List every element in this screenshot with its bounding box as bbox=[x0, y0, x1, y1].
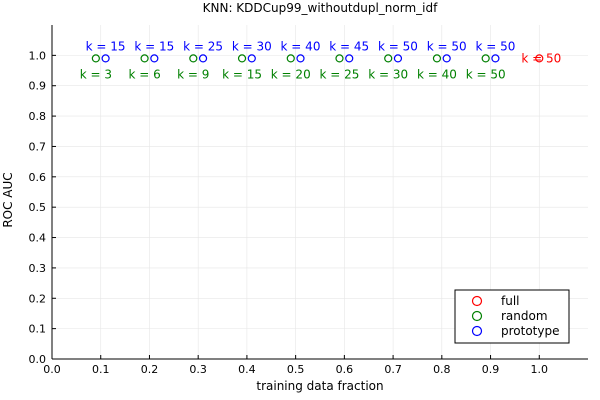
x-tick-label: 0.8 bbox=[433, 363, 451, 376]
x-tick-label: 0.9 bbox=[482, 363, 500, 376]
x-tick-label: 0.1 bbox=[92, 363, 110, 376]
y-tick-label: 0.7 bbox=[29, 140, 47, 153]
y-tick-label: 0.3 bbox=[29, 262, 47, 275]
data-label-random: k = 20 bbox=[271, 67, 311, 81]
plot-marks bbox=[91, 54, 544, 63]
marker-random bbox=[432, 54, 442, 63]
marker-prototype bbox=[198, 54, 208, 63]
marker-full bbox=[535, 54, 544, 63]
data-label-random: k = 3 bbox=[80, 67, 112, 81]
data-label-prototype: k = 25 bbox=[183, 39, 223, 53]
data-label-prototype: k = 40 bbox=[281, 39, 321, 53]
marker-random bbox=[91, 54, 100, 63]
marker-prototype bbox=[442, 54, 451, 63]
legend-marker-prototype bbox=[471, 325, 483, 337]
data-label-prototype: k = 45 bbox=[329, 39, 369, 53]
y-tick-label: 0.9 bbox=[29, 80, 47, 93]
legend-marker-full bbox=[471, 295, 483, 307]
marker-random bbox=[335, 54, 344, 63]
legend: full random prototype bbox=[454, 289, 570, 344]
x-axis-label: training data fraction bbox=[256, 379, 383, 393]
marker-random bbox=[481, 54, 490, 63]
data-label-random: k = 15 bbox=[222, 67, 262, 81]
marker-random bbox=[237, 54, 247, 63]
y-tick-label: 0.1 bbox=[29, 323, 47, 336]
marker-prototype bbox=[247, 54, 256, 63]
data-label-prototype: k = 15 bbox=[134, 39, 174, 53]
x-tick-label: 0.7 bbox=[384, 363, 402, 376]
data-label-prototype: k = 50 bbox=[427, 39, 467, 53]
marker-random bbox=[384, 54, 393, 63]
x-tick-label: 1.0 bbox=[531, 363, 549, 376]
x-tick-label: 0.5 bbox=[287, 363, 305, 376]
data-label-random: k = 50 bbox=[466, 67, 506, 81]
data-label-random: k = 30 bbox=[368, 67, 408, 81]
marker-prototype bbox=[491, 54, 500, 63]
data-label-prototype: k = 50 bbox=[475, 39, 515, 53]
marker-random bbox=[189, 54, 198, 63]
legend-marker-random bbox=[471, 310, 483, 322]
data-label-random: k = 9 bbox=[177, 67, 209, 81]
legend-label-prototype: prototype bbox=[501, 324, 559, 338]
marker-random bbox=[286, 54, 295, 63]
y-axis-label: ROC AUC bbox=[1, 172, 15, 227]
data-label-prototype: k = 15 bbox=[86, 39, 126, 53]
data-label-prototype: k = 50 bbox=[378, 39, 418, 53]
legend-label-full: full bbox=[501, 294, 520, 308]
marker-prototype bbox=[345, 54, 354, 63]
marker-prototype bbox=[101, 54, 110, 63]
x-tick-label: 0.3 bbox=[189, 363, 207, 376]
legend-label-random: random bbox=[501, 309, 548, 323]
x-tick-label: 0.0 bbox=[43, 363, 61, 376]
x-tick-label: 0.6 bbox=[336, 363, 354, 376]
marker-prototype bbox=[150, 54, 159, 63]
y-tick-label: 0.0 bbox=[29, 353, 47, 366]
x-tick-label: 0.2 bbox=[141, 363, 159, 376]
y-tick-label: 0.8 bbox=[29, 110, 47, 123]
data-label-random: k = 6 bbox=[128, 67, 160, 81]
y-tick-label: 0.2 bbox=[29, 292, 47, 305]
axes: 0.0 0.1 0.2 0.3 0.4 0.5 0.6 0.7 0.8 0.9 1.0 0.0 0.1 0… bbox=[29, 25, 588, 376]
y-tick-label: 0.5 bbox=[29, 201, 47, 214]
y-tick-label: 1.0 bbox=[29, 49, 47, 62]
data-label-random: k = 40 bbox=[417, 67, 457, 81]
marker-random bbox=[140, 54, 149, 63]
data-label-full: k = 50 bbox=[521, 51, 561, 65]
data-label-random: k = 25 bbox=[320, 67, 360, 81]
data-label-prototype: k = 30 bbox=[232, 39, 272, 53]
x-tick-label: 0.4 bbox=[238, 363, 256, 376]
marker-prototype bbox=[296, 54, 305, 63]
marker-prototype bbox=[393, 54, 403, 63]
y-tick-label: 0.4 bbox=[29, 232, 47, 245]
chart-title: KNN: KDDCup99_withoutdupl_norm_idf bbox=[203, 1, 438, 15]
y-tick-label: 0.6 bbox=[29, 171, 47, 184]
